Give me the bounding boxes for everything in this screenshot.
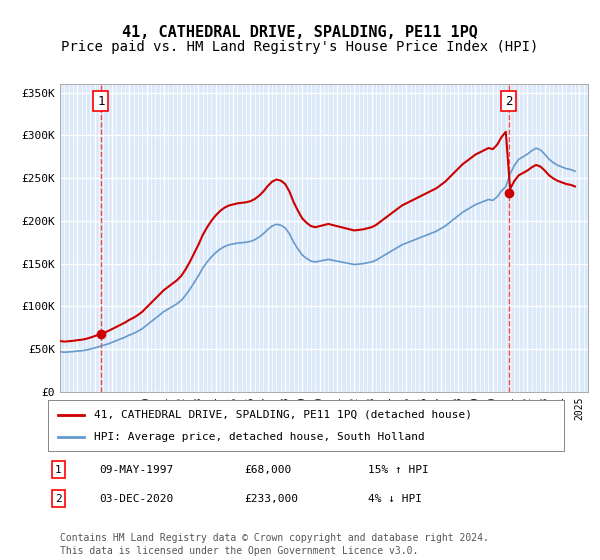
Text: 1: 1	[55, 465, 62, 475]
Text: 4% ↓ HPI: 4% ↓ HPI	[368, 494, 422, 504]
Text: 2: 2	[505, 95, 512, 108]
Text: 41, CATHEDRAL DRIVE, SPALDING, PE11 1PQ: 41, CATHEDRAL DRIVE, SPALDING, PE11 1PQ	[122, 25, 478, 40]
Text: HPI: Average price, detached house, South Holland: HPI: Average price, detached house, Sout…	[94, 432, 425, 442]
Text: £68,000: £68,000	[244, 465, 292, 475]
Text: 1: 1	[97, 95, 104, 108]
Text: Contains HM Land Registry data © Crown copyright and database right 2024.: Contains HM Land Registry data © Crown c…	[60, 533, 489, 543]
Text: 41, CATHEDRAL DRIVE, SPALDING, PE11 1PQ (detached house): 41, CATHEDRAL DRIVE, SPALDING, PE11 1PQ …	[94, 409, 472, 419]
Text: 2: 2	[55, 494, 62, 504]
Text: 15% ↑ HPI: 15% ↑ HPI	[368, 465, 428, 475]
Text: 09-MAY-1997: 09-MAY-1997	[100, 465, 174, 475]
Text: Price paid vs. HM Land Registry's House Price Index (HPI): Price paid vs. HM Land Registry's House …	[61, 40, 539, 54]
Text: £233,000: £233,000	[244, 494, 298, 504]
Text: This data is licensed under the Open Government Licence v3.0.: This data is licensed under the Open Gov…	[60, 546, 418, 556]
Text: 03-DEC-2020: 03-DEC-2020	[100, 494, 174, 504]
